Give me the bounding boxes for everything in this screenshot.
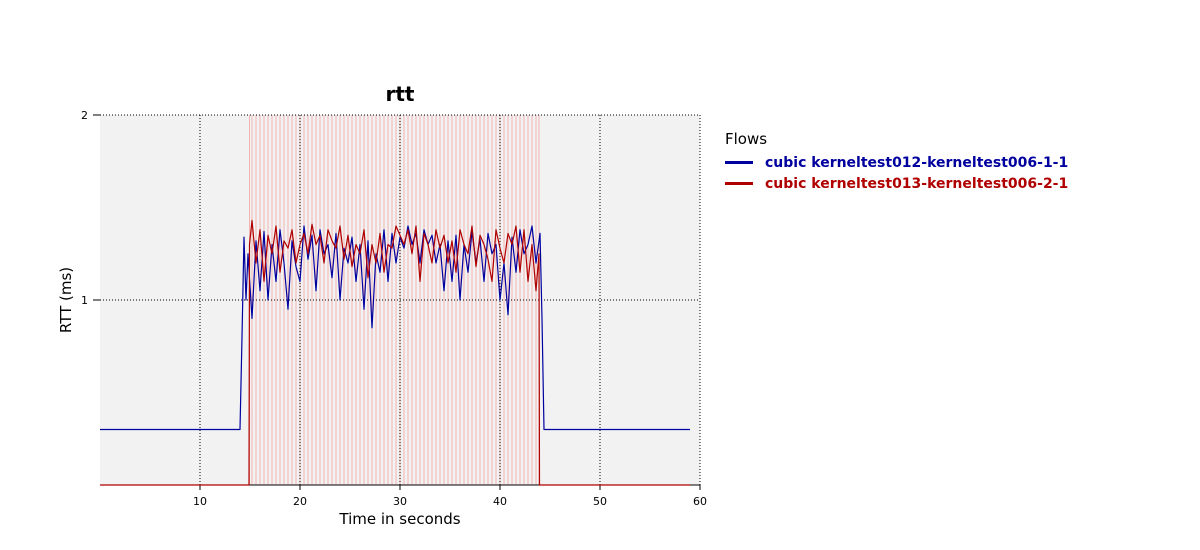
grid-lines — [100, 114, 701, 485]
y-axis-label: RTT (ms) — [57, 267, 75, 333]
series-lines — [100, 219, 690, 486]
x-tick-label: 60 — [693, 495, 707, 508]
legend-item-flow-1: cubic kerneltest012-kerneltest006-1-1 — [725, 152, 1068, 173]
chart-title: rtt — [386, 82, 415, 106]
x-tick-label: 10 — [193, 495, 207, 508]
legend: Flows cubic kerneltest012-kerneltest006-… — [725, 130, 1068, 194]
x-axis-label: Time in seconds — [338, 510, 460, 528]
legend-swatch-flow-2 — [725, 182, 753, 185]
legend-item-flow-2: cubic kerneltest013-kerneltest006-2-1 — [725, 173, 1068, 194]
x-tick-label: 40 — [493, 495, 507, 508]
series-line-2 — [100, 219, 690, 486]
y-tick-label: 2 — [81, 109, 88, 122]
x-tick-label: 30 — [393, 495, 407, 508]
legend-title: Flows — [725, 130, 768, 148]
y-tick-label: 1 — [81, 294, 88, 307]
legend-label-flow-2: cubic kerneltest013-kerneltest006-2-1 — [765, 175, 1069, 192]
legend-swatch-flow-1 — [725, 161, 753, 164]
tick-labels: 10 20 30 40 50 60 1 2 — [81, 109, 707, 508]
legend-label-flow-1: cubic kerneltest012-kerneltest006-1-1 — [765, 154, 1069, 171]
x-tick-label: 50 — [593, 495, 607, 508]
series-line-1 — [100, 225, 690, 431]
x-tick-label: 20 — [293, 495, 307, 508]
